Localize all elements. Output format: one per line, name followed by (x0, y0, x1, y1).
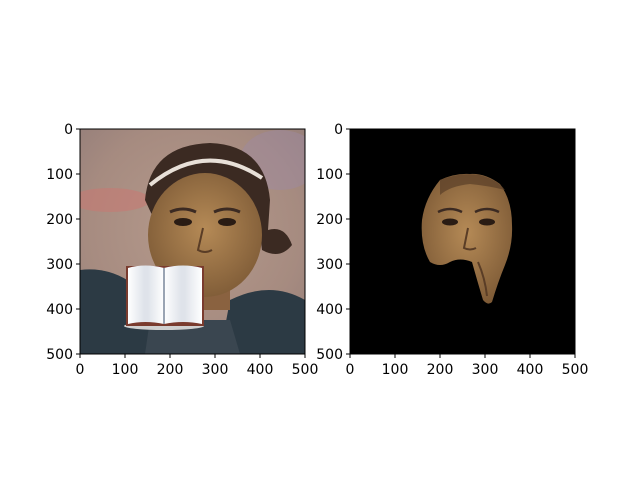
left-y-tick-label: 0 (64, 122, 73, 138)
right-panel: 0 100 200 300 400 500 0 100 200 300 400 500 (316, 122, 588, 378)
left-y-tick-label: 500 (46, 347, 73, 363)
left-x-tick-label: 500 (292, 362, 319, 378)
segmented-face (421, 173, 513, 304)
right-y-tick-label: 500 (316, 347, 343, 363)
left-x-tick-label: 200 (157, 362, 184, 378)
left-x-axis: 0 100 200 300 400 500 (76, 354, 319, 378)
left-y-tick-label: 100 (46, 167, 73, 183)
right-y-axis: 0 100 200 300 400 500 (316, 122, 350, 363)
left-x-tick-label: 300 (202, 362, 229, 378)
right-y-tick-label: 0 (334, 122, 343, 138)
left-x-tick-label: 0 (76, 362, 85, 378)
right-y-tick-label: 300 (316, 257, 343, 273)
right-x-tick-label: 100 (382, 362, 409, 378)
left-axes-frame (79, 128, 306, 355)
left-x-tick-label: 100 (112, 362, 139, 378)
right-x-axis: 0 100 200 300 400 500 (346, 354, 589, 378)
original-photo (80, 129, 305, 354)
right-y-tick-label: 200 (316, 212, 343, 228)
right-x-tick-label: 300 (472, 362, 499, 378)
left-panel: 0 100 200 300 400 500 0 100 200 300 400 500 (46, 122, 319, 378)
left-y-axis: 0 100 200 300 400 500 (46, 122, 80, 363)
right-x-tick-label: 200 (427, 362, 454, 378)
left-y-tick-label: 400 (46, 302, 73, 318)
right-y-tick-label: 400 (316, 302, 343, 318)
right-x-tick-label: 500 (562, 362, 589, 378)
right-x-tick-label: 0 (346, 362, 355, 378)
right-axes-frame (349, 128, 576, 355)
right-x-tick-label: 400 (517, 362, 544, 378)
left-y-tick-label: 300 (46, 257, 73, 273)
left-y-tick-label: 200 (46, 212, 73, 228)
book-occluder (124, 265, 204, 330)
left-x-tick-label: 400 (247, 362, 274, 378)
right-y-tick-label: 100 (316, 167, 343, 183)
